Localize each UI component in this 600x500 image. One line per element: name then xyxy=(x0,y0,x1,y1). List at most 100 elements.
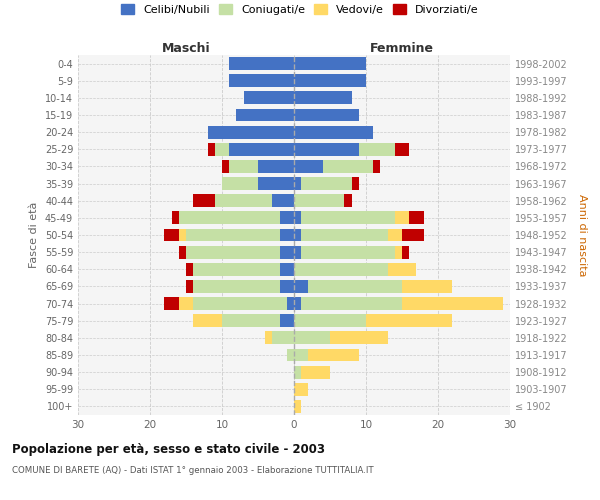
Bar xyxy=(229,57,294,70)
Bar xyxy=(280,314,294,327)
Bar xyxy=(280,280,294,293)
Bar xyxy=(179,297,294,310)
Bar xyxy=(179,228,294,241)
Bar xyxy=(222,177,294,190)
Bar xyxy=(179,212,294,224)
Bar xyxy=(294,177,352,190)
Legend: Celibi/Nubili, Coniugati/e, Vedovi/e, Divorziati/e: Celibi/Nubili, Coniugati/e, Vedovi/e, Di… xyxy=(117,0,483,20)
Bar xyxy=(244,92,294,104)
Bar xyxy=(294,246,409,258)
Bar xyxy=(208,126,294,138)
Bar xyxy=(294,92,352,104)
Bar xyxy=(294,212,395,224)
Bar xyxy=(294,126,373,138)
Bar xyxy=(294,57,366,70)
Bar xyxy=(229,57,294,70)
Bar xyxy=(294,280,402,293)
Bar xyxy=(186,263,294,276)
Bar xyxy=(294,383,308,396)
Bar xyxy=(229,57,294,70)
Bar xyxy=(294,348,359,362)
Bar xyxy=(294,194,352,207)
Bar xyxy=(280,246,294,258)
Bar xyxy=(287,297,294,310)
Bar xyxy=(294,74,366,87)
Bar xyxy=(172,212,294,224)
Bar xyxy=(294,280,452,293)
Bar xyxy=(294,314,452,327)
Bar xyxy=(222,314,294,327)
Bar xyxy=(222,177,294,190)
Bar xyxy=(287,348,294,362)
Bar xyxy=(294,74,366,87)
Bar xyxy=(294,400,301,413)
Bar xyxy=(244,92,294,104)
Bar xyxy=(193,280,294,293)
Bar xyxy=(294,228,402,241)
Bar xyxy=(193,194,294,207)
Bar xyxy=(236,108,294,122)
Bar xyxy=(229,74,294,87)
Bar xyxy=(294,108,359,122)
Bar xyxy=(222,160,294,173)
Bar xyxy=(294,126,373,138)
Bar xyxy=(294,160,373,173)
Bar xyxy=(294,228,388,241)
Bar xyxy=(294,366,330,378)
Text: Maschi: Maschi xyxy=(161,42,211,55)
Bar xyxy=(294,297,503,310)
Bar xyxy=(193,263,294,276)
Bar xyxy=(294,126,373,138)
Bar xyxy=(294,246,395,258)
Y-axis label: Anni di nascita: Anni di nascita xyxy=(577,194,587,276)
Bar xyxy=(294,263,416,276)
Bar xyxy=(294,92,352,104)
Bar xyxy=(294,108,359,122)
Bar xyxy=(294,366,330,378)
Bar xyxy=(294,160,380,173)
Bar xyxy=(229,74,294,87)
Bar xyxy=(294,108,359,122)
Bar xyxy=(186,280,294,293)
Bar xyxy=(294,177,301,190)
Bar xyxy=(294,246,301,258)
Bar xyxy=(294,383,308,396)
Bar xyxy=(208,126,294,138)
Bar xyxy=(294,228,424,241)
Bar xyxy=(294,280,308,293)
Bar xyxy=(294,348,308,362)
Bar xyxy=(294,74,366,87)
Bar xyxy=(294,57,366,70)
Bar xyxy=(294,348,359,362)
Bar xyxy=(294,194,344,207)
Bar xyxy=(193,280,294,293)
Bar xyxy=(229,143,294,156)
Bar xyxy=(294,143,395,156)
Text: Popolazione per età, sesso e stato civile - 2003: Popolazione per età, sesso e stato civil… xyxy=(12,442,325,456)
Bar xyxy=(244,92,294,104)
Bar xyxy=(215,194,294,207)
Bar xyxy=(294,297,503,310)
Bar xyxy=(294,400,301,413)
Bar xyxy=(294,160,323,173)
Bar xyxy=(294,332,330,344)
Bar xyxy=(294,263,388,276)
Bar xyxy=(229,160,294,173)
Bar xyxy=(229,74,294,87)
Bar xyxy=(186,246,294,258)
Bar xyxy=(179,246,294,258)
Bar xyxy=(280,212,294,224)
Bar xyxy=(280,263,294,276)
Bar xyxy=(294,143,359,156)
Bar xyxy=(294,297,402,310)
Bar xyxy=(229,160,294,173)
Bar xyxy=(294,177,359,190)
Bar xyxy=(294,297,301,310)
Bar xyxy=(294,108,359,122)
Bar xyxy=(236,108,294,122)
Bar xyxy=(229,74,294,87)
Bar xyxy=(265,332,294,344)
Bar xyxy=(294,332,388,344)
Bar xyxy=(193,314,294,327)
Bar xyxy=(215,143,294,156)
